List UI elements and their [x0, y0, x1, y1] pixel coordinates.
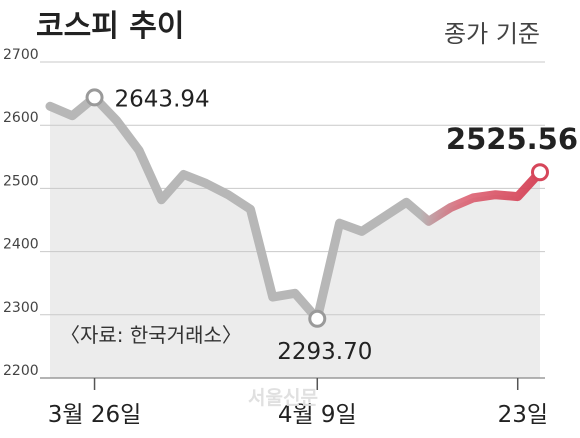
kospi-series-line [45, 92, 545, 324]
chart-subtitle: 종가 기준 [444, 20, 540, 48]
y-tick-label-2400: 2400 [3, 237, 39, 253]
source-note: 〈자료: 한국거래소〉 [60, 323, 242, 347]
y-tick-label-2500: 2500 [3, 173, 39, 189]
x-tick-label-2: 23일 [498, 402, 548, 428]
point-marker-0 [85, 88, 104, 107]
point-marker-2 [531, 163, 549, 182]
chart-title: 코스피 추이 [36, 9, 184, 44]
y-tick-label-2200: 2200 [3, 363, 39, 379]
y-tick-label-2600: 2600 [3, 110, 39, 126]
x-tick-label-1: 4월 9일 [278, 402, 357, 428]
point-label-1: 2293.70 [277, 339, 372, 365]
point-label-2: 2525.56 [446, 122, 578, 156]
point-marker-1 [308, 309, 327, 328]
y-tick-label-2300: 2300 [3, 300, 39, 316]
area-fill [50, 97, 540, 378]
point-label-0: 2643.94 [115, 86, 210, 112]
y-tick-label-2700: 2700 [3, 47, 39, 63]
watermark: 서울신문 [248, 387, 318, 409]
x-tick-label-0: 3월 26일 [48, 402, 142, 428]
